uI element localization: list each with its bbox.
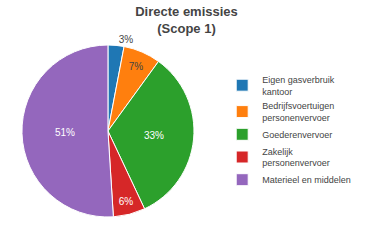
svg-text:51%: 51% [55, 127, 75, 138]
svg-text:Zakelijkpersonenvervoer: Zakelijkpersonenvervoer [262, 147, 330, 169]
svg-text:Eigen gasverbruikkantoor: Eigen gasverbruikkantoor [262, 75, 335, 97]
svg-text:7%: 7% [129, 61, 144, 72]
svg-text:33%: 33% [144, 130, 164, 141]
svg-text:Bedrijfsvoertuigenpersonenverv: Bedrijfsvoertuigenpersonenvervoer [262, 101, 334, 123]
svg-text:Directe emissies(Scope 1): Directe emissies(Scope 1) [135, 4, 238, 36]
svg-text:3%: 3% [119, 34, 134, 45]
svg-text:6%: 6% [119, 196, 134, 207]
svg-text:Goederenvervoer: Goederenvervoer [262, 130, 332, 140]
svg-text:Materieel en middelen: Materieel en middelen [262, 175, 351, 185]
